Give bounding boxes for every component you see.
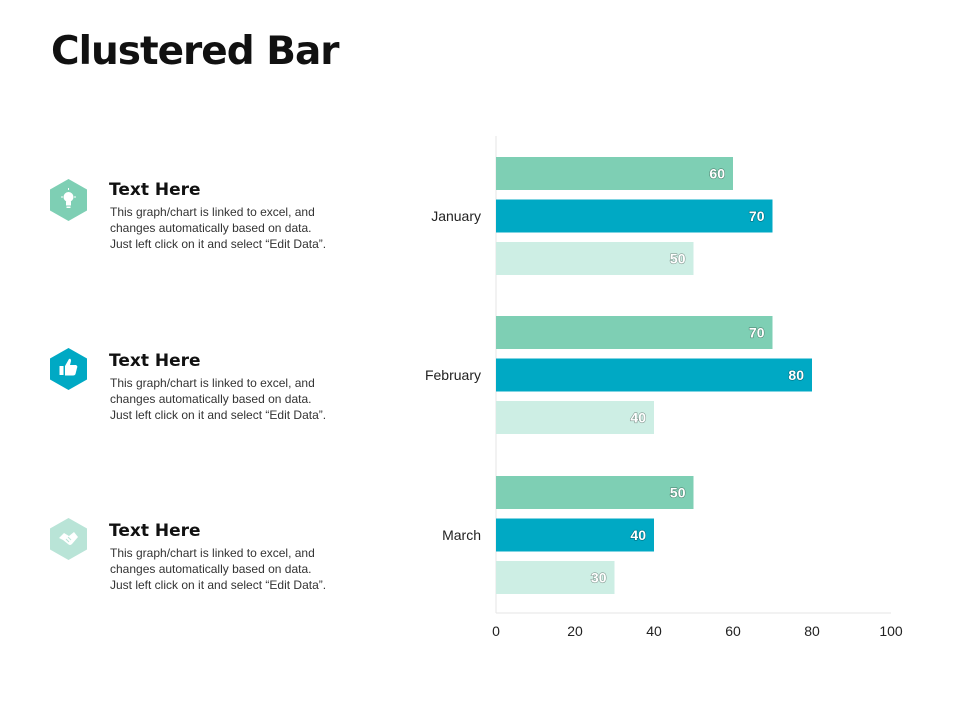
block-description: This graph/chart is linked to excel, and… bbox=[110, 375, 370, 423]
bar bbox=[496, 316, 773, 349]
handshake-icon bbox=[50, 518, 87, 560]
data-label: 30 bbox=[591, 570, 607, 586]
page-title: Clustered Bar bbox=[51, 29, 340, 74]
data-label: 80 bbox=[788, 367, 804, 383]
category-label: February bbox=[425, 367, 481, 383]
text-block-3: Text Here This graph/chart is linked to … bbox=[0, 518, 420, 620]
x-tick-label: 40 bbox=[646, 623, 662, 639]
block-description: This graph/chart is linked to excel, and… bbox=[110, 545, 370, 593]
bar bbox=[496, 157, 733, 190]
bar bbox=[496, 199, 773, 233]
block-title: Text Here bbox=[109, 521, 201, 541]
text-block-1: Text Here This graph/chart is linked to … bbox=[0, 179, 420, 279]
bar bbox=[496, 358, 812, 392]
bar bbox=[496, 561, 615, 594]
data-label: 50 bbox=[670, 251, 686, 267]
block-text-line: changes automatically based on data. bbox=[110, 392, 312, 406]
lightbulb-icon bbox=[50, 179, 87, 221]
bar bbox=[496, 242, 694, 275]
thumbs-up-icon bbox=[50, 348, 87, 390]
block-text-line: This graph/chart is linked to excel, and bbox=[110, 546, 315, 560]
category-label: January bbox=[431, 208, 481, 224]
x-tick-label: 100 bbox=[879, 623, 903, 639]
data-label: 50 bbox=[670, 485, 686, 501]
block-text-line: Just left click on it and select “Edit D… bbox=[110, 237, 327, 251]
block-description: This graph/chart is linked to excel, and… bbox=[110, 204, 370, 252]
x-tick-label: 80 bbox=[804, 623, 820, 639]
x-tick-label: 60 bbox=[725, 623, 741, 639]
block-text-line: Just left click on it and select “Edit D… bbox=[110, 408, 327, 422]
block-text-line: Just left click on it and select “Edit D… bbox=[110, 578, 327, 592]
data-label: 40 bbox=[630, 410, 646, 426]
data-label: 70 bbox=[749, 325, 765, 341]
text-block-2: Text Here This graph/chart is linked to … bbox=[0, 348, 420, 450]
bar bbox=[496, 401, 654, 434]
bar bbox=[496, 518, 654, 552]
data-label: 60 bbox=[709, 166, 725, 182]
data-label: 70 bbox=[749, 208, 765, 224]
x-tick-label: 0 bbox=[492, 623, 500, 639]
block-title: Text Here bbox=[109, 180, 201, 200]
block-text-line: This graph/chart is linked to excel, and bbox=[110, 205, 315, 219]
block-text-line: changes automatically based on data. bbox=[110, 562, 312, 576]
category-label: March bbox=[442, 527, 481, 543]
bar bbox=[496, 476, 694, 509]
block-title: Text Here bbox=[109, 351, 201, 371]
x-tick-label: 20 bbox=[567, 623, 583, 639]
data-label: 40 bbox=[630, 527, 646, 543]
block-text-line: changes automatically based on data. bbox=[110, 221, 312, 235]
block-text-line: This graph/chart is linked to excel, and bbox=[110, 376, 315, 390]
